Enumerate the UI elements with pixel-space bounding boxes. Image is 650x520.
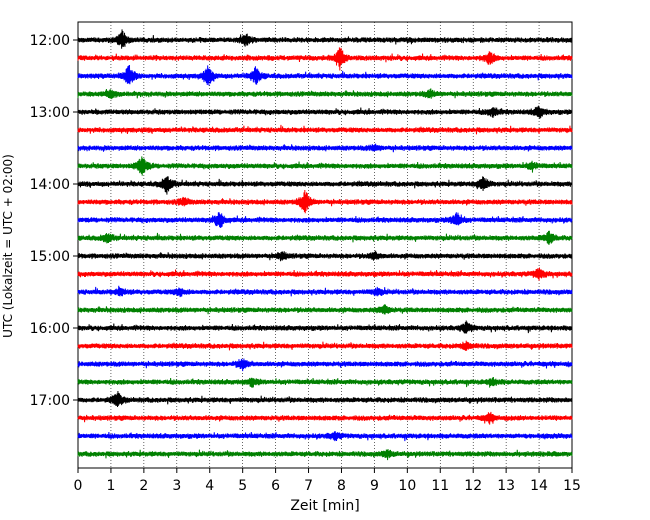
trace-1315 — [77, 124, 573, 135]
trace-1445 — [77, 230, 573, 246]
x-axis-ticks: 0 1 2 3 4 5 6 7 8 9 10 11 12 13 14 15 — [74, 468, 581, 494]
trace-1515 — [77, 267, 573, 281]
trace-1300 — [77, 105, 573, 119]
trace-1230 — [77, 64, 573, 86]
x-tick-label: 15 — [563, 478, 581, 494]
trace-1245 — [77, 88, 573, 100]
x-tick-label: 12 — [464, 478, 482, 494]
trace-1545 — [77, 304, 573, 315]
trace-1330 — [77, 143, 573, 153]
x-tick-label: 4 — [205, 478, 214, 494]
traces — [77, 29, 573, 461]
trace-1615 — [77, 340, 573, 351]
trace-1430 — [77, 212, 573, 228]
trace-1200 — [77, 29, 573, 49]
trace-1215 — [77, 47, 573, 71]
trace-1530 — [77, 285, 573, 298]
trace-1745 — [77, 449, 573, 461]
x-tick-label: 1 — [106, 478, 115, 494]
x-tick-label: 0 — [74, 478, 83, 494]
trace-1415 — [77, 190, 573, 214]
x-tick-label: 5 — [238, 478, 247, 494]
trace-1600 — [77, 320, 573, 334]
trace-1645 — [77, 377, 573, 388]
y-tick-label: 14:00 — [30, 177, 70, 193]
y-tick-label: 16:00 — [30, 321, 70, 337]
x-tick-label: 10 — [398, 478, 416, 494]
x-axis-label: Zeit [min] — [290, 498, 359, 514]
x-tick-label: 9 — [370, 478, 379, 494]
y-tick-label: 12:00 — [30, 33, 70, 49]
x-tick-label: 7 — [304, 478, 313, 494]
x-tick-label: 14 — [530, 478, 548, 494]
x-tick-label: 2 — [139, 478, 148, 494]
plot-area — [77, 21, 573, 469]
trace-1400 — [77, 176, 573, 195]
trace-1630 — [77, 358, 573, 372]
trace-1715 — [77, 411, 573, 425]
x-tick-label: 8 — [337, 478, 346, 494]
trace-1700 — [77, 391, 573, 408]
y-axis-label: UTC (Lokalzeit = UTC + 02:00) — [1, 154, 15, 338]
x-tick-label: 3 — [172, 478, 181, 494]
y-axis-ticks: 12:00 13:00 14:00 15:00 16:00 17:00 — [30, 33, 78, 409]
x-tick-label: 6 — [271, 478, 280, 494]
trace-1345 — [77, 156, 573, 176]
y-tick-label: 15:00 — [30, 249, 70, 265]
trace-1500 — [77, 250, 573, 262]
x-tick-label: 13 — [497, 478, 515, 494]
x-tick-label: 11 — [431, 478, 449, 494]
y-tick-label: 17:00 — [30, 393, 70, 409]
trace-1730 — [77, 431, 573, 442]
y-tick-label: 13:00 — [30, 105, 70, 121]
plot-frame — [77, 21, 573, 469]
